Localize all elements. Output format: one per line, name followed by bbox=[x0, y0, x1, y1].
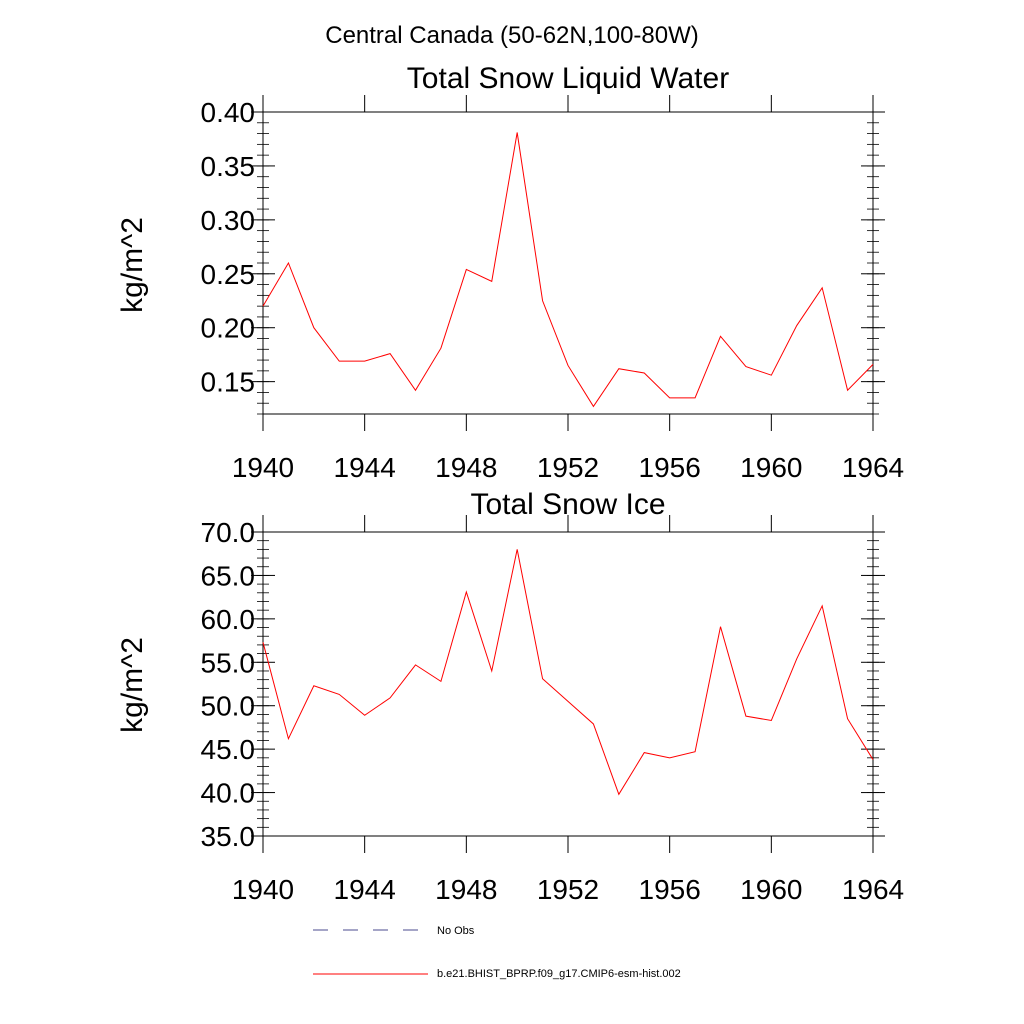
y-tick-label: 0.40 bbox=[201, 97, 256, 128]
x-tick-label: 1944 bbox=[334, 874, 396, 905]
y-tick-label: 0.35 bbox=[201, 151, 256, 182]
x-tick-label: 1956 bbox=[639, 874, 701, 905]
y-axis-label-snow-ice: kg/m^2 bbox=[116, 637, 149, 733]
x-tick-label: 1948 bbox=[435, 874, 497, 905]
y-tick-label: 70.0 bbox=[201, 517, 256, 548]
x-tick-label: 1956 bbox=[639, 452, 701, 483]
y-tick-label: 0.15 bbox=[201, 367, 256, 398]
figure-title: Central Canada (50-62N,100-80W) bbox=[325, 22, 699, 49]
x-tick-label: 1960 bbox=[740, 452, 802, 483]
y-tick-label: 0.25 bbox=[201, 259, 256, 290]
x-tick-label: 1944 bbox=[334, 452, 396, 483]
x-tick-label: 1952 bbox=[537, 874, 599, 905]
x-tick-label: 1952 bbox=[537, 452, 599, 483]
y-tick-label: 60.0 bbox=[201, 604, 256, 635]
panel-title-liquid-water: Total Snow Liquid Water bbox=[407, 62, 729, 95]
y-tick-label: 0.20 bbox=[201, 313, 256, 344]
plot-frame bbox=[262, 531, 874, 837]
legend-label-no-obs: No Obs bbox=[437, 925, 475, 937]
y-tick-label: 0.30 bbox=[201, 205, 256, 236]
x-tick-label: 1948 bbox=[435, 452, 497, 483]
y-tick-label: 45.0 bbox=[201, 734, 256, 765]
y-tick-label: 35.0 bbox=[201, 821, 256, 852]
panel-snow-liquid-water: Total Snow Liquid Water kg/m^2 1940 1944 1… bbox=[116, 62, 904, 483]
x-tick-label: 1940 bbox=[232, 452, 294, 483]
legend: No Obs b.e21.BHIST_BPRP.f09_g17.CMIP6-es… bbox=[313, 925, 681, 980]
y-tick-label: 50.0 bbox=[201, 691, 256, 722]
legend-label-model: b.e21.BHIST_BPRP.f09_g17.CMIP6-esm-hist.… bbox=[437, 968, 681, 980]
y-tick-label: 40.0 bbox=[201, 778, 256, 809]
x-tick-label: 1960 bbox=[740, 874, 802, 905]
series-line bbox=[262, 132, 874, 408]
y-tick-label: 65.0 bbox=[201, 560, 256, 591]
plot-frame bbox=[262, 111, 874, 415]
panel-snow-ice: Total Snow Ice kg/m^2 1940 1944 1948 1952 19… bbox=[116, 488, 904, 905]
y-tick-label: 55.0 bbox=[201, 647, 256, 678]
y-axis-label-liquid-water: kg/m^2 bbox=[116, 217, 149, 313]
x-tick-label: 1964 bbox=[842, 874, 904, 905]
series-line bbox=[262, 549, 874, 796]
x-tick-label: 1964 bbox=[842, 452, 904, 483]
x-tick-label: 1940 bbox=[232, 874, 294, 905]
